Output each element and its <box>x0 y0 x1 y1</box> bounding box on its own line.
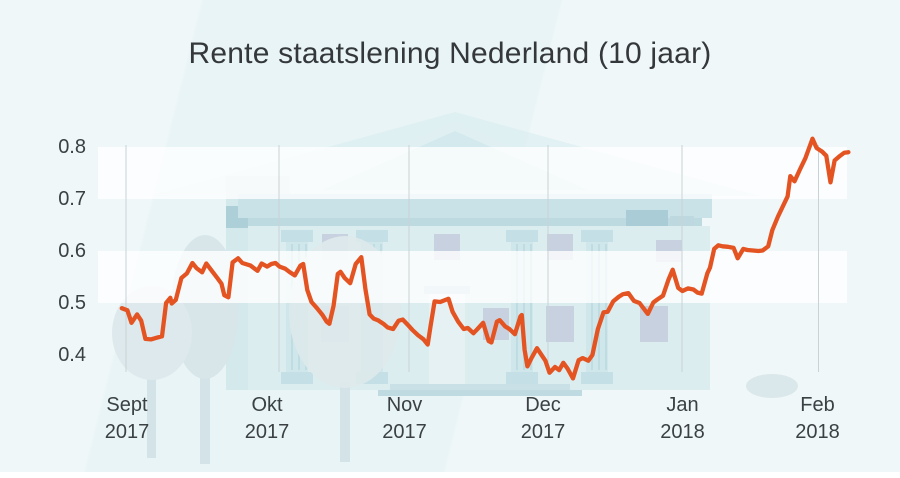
rate-line-series <box>119 136 851 381</box>
steps-shape <box>390 384 570 390</box>
y-axis-label: 0.6 <box>58 240 86 262</box>
steps-shape <box>378 390 582 396</box>
y-axis-label: 0.4 <box>58 344 86 366</box>
x-axis-label: Okt 2017 <box>244 394 290 443</box>
x-axis-label: Sept 2017 <box>104 394 150 443</box>
x-axis-label: Dec 2017 <box>520 394 566 443</box>
y-axis-label: 0.5 <box>58 292 86 314</box>
y-axis-label: 0.8 <box>58 136 86 158</box>
footer-bar <box>0 472 900 478</box>
y-axis-label: 0.7 <box>58 188 86 210</box>
bush-icon <box>746 374 798 398</box>
x-axis-label: Feb 2018 <box>795 394 840 443</box>
window-shape <box>546 306 574 342</box>
x-axis-label: Jan 2018 <box>660 394 705 443</box>
entablature-strip-shape <box>248 218 702 226</box>
chart-title: Rente staatslening Nederland (10 jaar) <box>188 37 712 70</box>
grid-band <box>98 251 847 303</box>
grid-band <box>98 147 847 199</box>
x-axis-label: Nov 2017 <box>382 394 427 443</box>
